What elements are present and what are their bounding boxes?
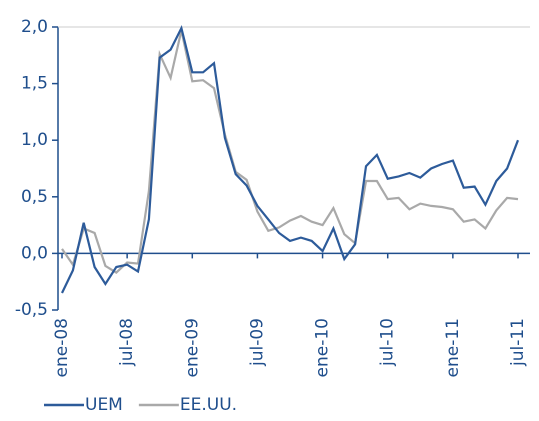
x-tick-label: jul-09 [247, 318, 267, 367]
x-tick-label: ene-08 [52, 318, 72, 377]
y-tick-label: 2,0 [21, 17, 48, 37]
x-tick-label: jul-11 [508, 318, 528, 367]
legend-label: UEM [85, 395, 123, 415]
y-tick-label: 1,5 [21, 74, 48, 94]
x-tick-label: ene-09 [182, 318, 202, 377]
x-tick-label: ene-11 [443, 318, 463, 377]
series-line [61, 30, 519, 274]
legend-label: EE.UU. [180, 395, 237, 415]
x-tick-label: jul-10 [378, 318, 398, 367]
x-tick-label: ene-10 [313, 318, 333, 377]
x-tick-label: jul-08 [117, 318, 137, 367]
y-tick-label: -0,5 [15, 300, 48, 320]
y-tick-label: 0,5 [21, 187, 48, 207]
y-tick-label: 1,0 [21, 130, 48, 150]
y-tick-label: 0,0 [21, 243, 48, 263]
series-line [61, 24, 520, 294]
